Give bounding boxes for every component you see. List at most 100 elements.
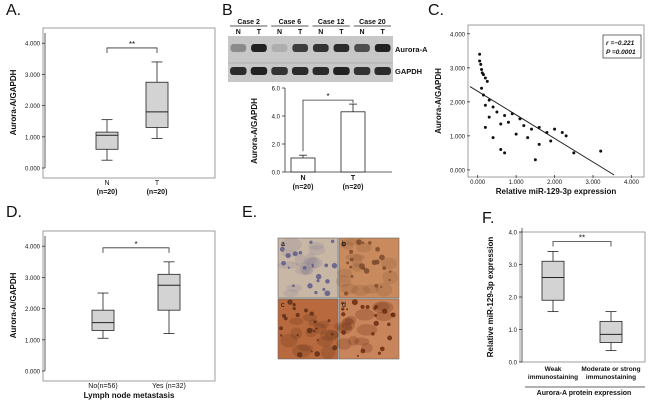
y-axis-label-D: Aurora-A/GAPDH [9, 272, 18, 338]
ihc-tile-label: a [281, 241, 285, 248]
ihc-texture [286, 284, 303, 292]
scatter-point [499, 122, 503, 126]
ihc-nucleus [292, 251, 298, 257]
x-tick-label-C: 4.000 [624, 180, 640, 186]
ihc-nucleus [287, 266, 290, 269]
stats-r: r =−0.221 [606, 40, 635, 47]
x-tick-label-C: 2.000 [547, 180, 563, 186]
blot-case-label: Case 20 [359, 19, 386, 26]
panel-label-b: B [222, 2, 233, 19]
ihc-texture [347, 336, 360, 346]
blot-band-gapdh [374, 67, 391, 75]
ihc-tile-label: b [342, 241, 346, 248]
scatter-point [553, 127, 557, 131]
ihc-nucleus [296, 334, 299, 337]
ihc-nucleus [371, 332, 375, 336]
y-axis-label-A: Aurora-A/GAPDH [9, 69, 18, 135]
blot-case-label: Case 2 [237, 19, 260, 26]
scatter-point [478, 59, 482, 63]
ihc-nucleus [374, 283, 379, 288]
ihc-nucleus [279, 326, 283, 331]
ihc-nucleus [309, 240, 313, 244]
ihc-nucleus [379, 346, 385, 352]
y-tick-label-A: 1.000 [25, 135, 41, 141]
ihc-nucleus [363, 268, 370, 274]
plot-frame-F [519, 231, 646, 363]
ihc-texture [356, 243, 372, 253]
ihc-nucleus [314, 351, 320, 357]
category-label-B: N [300, 175, 305, 182]
plot-frame-A [42, 27, 216, 179]
regression-line [469, 86, 615, 176]
y-tick-label-B: 0.0 [272, 171, 281, 177]
category-sublabel-A: (n=20) [147, 189, 168, 196]
blot-case-label: Case 6 [279, 19, 302, 26]
bar-T [340, 103, 366, 173]
ihc-nucleus [356, 239, 362, 246]
ihc-nucleus [389, 270, 392, 273]
y-tick-label-F: 1.0 [509, 328, 518, 334]
y-tick-label-C: 2.000 [450, 100, 466, 106]
significance-mark-A: ** [129, 40, 135, 49]
ihc-nucleus [315, 327, 318, 330]
scatter-point [485, 79, 489, 83]
scatter-point [599, 149, 603, 153]
scatter-point [483, 76, 487, 80]
blot-band-aurora [374, 44, 391, 52]
ihc-texture [341, 318, 356, 331]
blot-band-aurora [354, 44, 370, 52]
ihc-nucleus [349, 257, 354, 262]
ihc-nucleus [322, 287, 326, 291]
blot-band-gapdh [271, 67, 288, 75]
ihc-texture [340, 283, 359, 294]
blot-lane-label: T [339, 29, 344, 36]
scatter-point [549, 139, 553, 143]
scatter-point [481, 73, 485, 77]
ihc-nucleus [380, 285, 383, 289]
ihc-nucleus [341, 301, 344, 305]
ihc-texture [336, 323, 353, 335]
ihc-nucleus [360, 348, 366, 354]
blot-band-gapdh [312, 67, 330, 75]
blot-band-aurora [292, 44, 309, 52]
ihc-texture [353, 337, 370, 346]
blot-lane-label: N [236, 29, 241, 36]
box-body [95, 131, 119, 150]
significance-bracket-F [552, 241, 612, 247]
ihc-texture [289, 317, 304, 325]
blot-band-gapdh [333, 67, 350, 75]
ihc-texture [342, 238, 361, 246]
box-D-0 [91, 292, 115, 339]
stats-p: P =0.0001 [606, 49, 636, 56]
ihc-nucleus [382, 266, 387, 271]
ihc-texture [313, 323, 327, 335]
y-axis-label-F: Relative miR-129-3p expression [486, 237, 495, 358]
scatter-point [526, 136, 530, 140]
ihc-nucleus [349, 249, 354, 254]
y-tick-label-D: 1.000 [25, 338, 41, 344]
box-A-1 [145, 61, 169, 139]
scatter-point [537, 142, 541, 146]
box-body [157, 273, 181, 311]
western-blot-membrane [228, 36, 393, 82]
significance-bracket-B [302, 99, 354, 152]
ihc-nucleus [341, 241, 346, 247]
box-body [541, 260, 565, 301]
blot-band-aurora [312, 44, 329, 52]
y-tick-label-F: 0.0 [509, 361, 518, 367]
scatter-point [537, 125, 541, 129]
ihc-nucleus [302, 265, 307, 270]
ihc-nucleus [331, 262, 338, 269]
scatter-point [491, 136, 495, 140]
category-label-A: N [104, 180, 109, 187]
ihc-texture [374, 311, 393, 322]
ihc-nucleus [388, 278, 391, 282]
ihc-nucleus [351, 299, 358, 306]
box-body [599, 320, 623, 343]
ihc-nucleus [316, 339, 319, 342]
stats-box [602, 34, 642, 59]
ihc-nucleus [297, 352, 303, 358]
ihc-texture [344, 315, 357, 325]
panel-label-f: F. [482, 210, 495, 227]
scatter-point [572, 151, 576, 155]
